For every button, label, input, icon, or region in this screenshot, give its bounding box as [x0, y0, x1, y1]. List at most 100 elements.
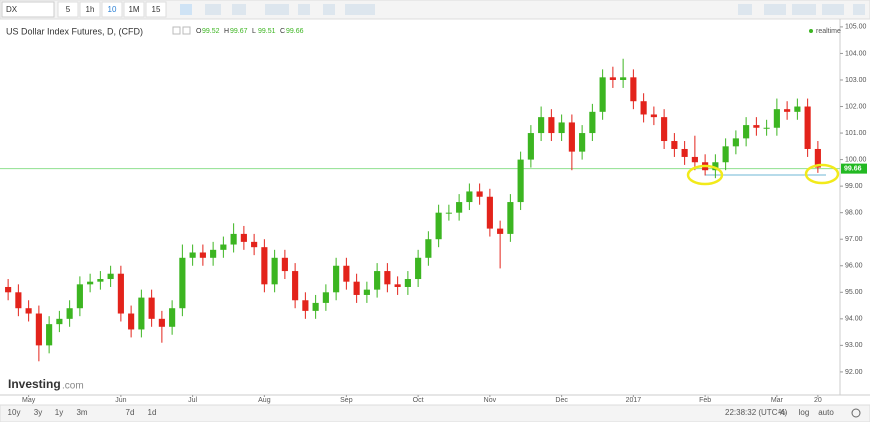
candle-body [445, 212, 452, 214]
candle-body [333, 265, 340, 293]
candle-body [117, 273, 124, 314]
legend-icon [182, 26, 191, 35]
x-tick-label: Jul [188, 397, 197, 404]
settings-icon[interactable] [851, 408, 861, 418]
candle-body [199, 252, 206, 258]
candle-body [56, 318, 63, 325]
status-dot [809, 29, 813, 33]
x-tick-label: Feb [699, 397, 711, 404]
interval-button[interactable] [79, 1, 101, 18]
candle-body [497, 228, 504, 234]
candle-body [661, 117, 668, 142]
ohlc-key: O [196, 28, 202, 35]
range-button[interactable]: 3m [76, 408, 87, 417]
clock: 22:38:32 (UTC-4) [725, 408, 788, 417]
candle-body [107, 273, 114, 280]
icon[interactable] [298, 4, 310, 15]
candle-body [773, 109, 780, 128]
candle-body [97, 279, 104, 282]
candle-body [415, 257, 422, 280]
candle-body [630, 77, 637, 102]
candle-body [261, 247, 268, 285]
candle-body [466, 191, 473, 203]
candle-body [240, 233, 247, 242]
candle-body [281, 257, 288, 272]
icon[interactable] [323, 4, 335, 15]
toolbar: DX [0, 0, 870, 20]
x-tick-label: Dec [555, 397, 568, 404]
scale-option[interactable]: log [799, 408, 810, 417]
candle-body [271, 257, 278, 285]
symbol: DX [6, 5, 18, 14]
candle-body [681, 148, 688, 157]
y-tick-label: 94.00 [845, 316, 863, 323]
y-tick-label: 93.00 [845, 342, 863, 349]
candle-body [691, 156, 698, 163]
candle-body [158, 318, 165, 327]
y-tick-label: 104.00 [845, 50, 867, 57]
toolbar-icons [180, 4, 865, 15]
last-price-label: 99.66 [844, 165, 862, 172]
y-tick-label: 99.00 [845, 183, 863, 190]
ohlc-key: H [224, 28, 229, 35]
interval-label: 1M [128, 5, 139, 14]
range-button[interactable]: 3y [34, 408, 42, 417]
symbol-box[interactable] [1, 1, 55, 18]
y-tick-label: 105.00 [845, 24, 867, 31]
plot: 92.00 93.00 94.00 95.00 96.00 97.00 98.00 99.00… [0, 24, 867, 404]
candle-body [189, 252, 196, 258]
highlight [686, 164, 724, 186]
icon[interactable] [764, 4, 786, 15]
candle-body [609, 77, 616, 80]
candle-body [343, 265, 350, 282]
candle-body [507, 202, 514, 234]
candle-body [312, 302, 319, 311]
icon[interactable] [853, 4, 865, 15]
candle-body [15, 292, 22, 309]
ohlc-key: L [252, 28, 256, 35]
candle-body [353, 281, 360, 295]
candle-body [66, 308, 73, 319]
icon[interactable] [232, 4, 246, 15]
candle-body [384, 271, 391, 285]
highlight [804, 163, 840, 185]
candle-body [671, 141, 678, 149]
range-button[interactable]: 10y [8, 408, 21, 417]
candle-body [302, 300, 309, 311]
candle-body [517, 159, 524, 203]
candle-body [743, 125, 750, 139]
interval-label: 1h [86, 5, 95, 14]
y-tick-label: 103.00 [845, 77, 867, 84]
candle-body [292, 271, 299, 301]
range-button[interactable]: 1y [55, 408, 63, 417]
candle-body [589, 111, 596, 134]
range-button[interactable]: 1d [148, 408, 157, 417]
candle-body [322, 292, 329, 303]
candle-body [640, 101, 647, 115]
icon[interactable] [205, 4, 221, 15]
icon[interactable] [792, 4, 816, 15]
interval-button[interactable] [145, 1, 167, 18]
last-price-box [841, 163, 867, 174]
scale-option[interactable]: % [778, 408, 785, 417]
candle-body [210, 249, 217, 258]
candle-body [138, 297, 145, 330]
candle-body [732, 138, 739, 147]
candle-body [579, 133, 586, 152]
icon[interactable] [738, 4, 752, 15]
candle-body [230, 233, 237, 245]
candle-body [374, 271, 381, 290]
interval-button[interactable] [123, 1, 145, 18]
icon[interactable] [265, 4, 289, 15]
icon[interactable] [822, 4, 844, 15]
icon[interactable] [345, 4, 375, 15]
y-tick-label: 98.00 [845, 210, 863, 217]
icon[interactable] [180, 4, 192, 15]
candle-body [784, 109, 791, 112]
interval-button[interactable] [101, 1, 123, 18]
candle-body [169, 308, 176, 327]
interval-button[interactable] [57, 1, 79, 18]
range-button[interactable]: 7d [126, 408, 135, 417]
scale-option[interactable]: auto [818, 408, 834, 417]
